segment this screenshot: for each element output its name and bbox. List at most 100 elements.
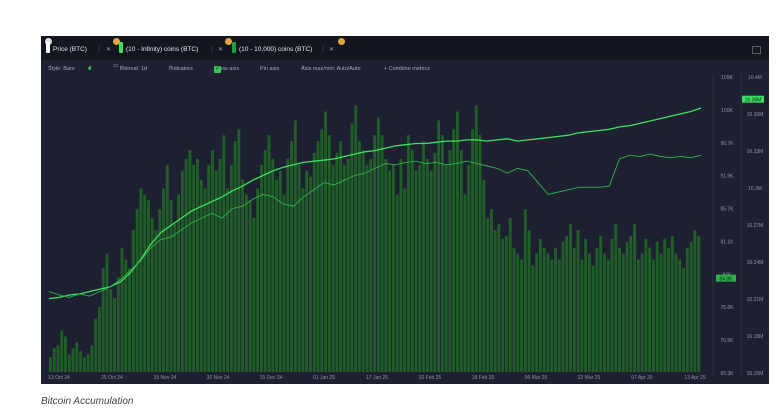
bar	[139, 188, 143, 372]
bar	[158, 209, 162, 372]
bar	[640, 253, 644, 372]
bar	[229, 164, 233, 372]
bar	[501, 238, 505, 372]
infinity-menu-icon[interactable]: ⋮	[209, 47, 215, 53]
x-tick-label: 15 Nov 24	[154, 375, 177, 381]
bar	[459, 150, 463, 372]
bar	[599, 235, 603, 372]
bar	[75, 342, 79, 372]
bar	[520, 259, 523, 372]
bar	[260, 164, 263, 372]
bar	[422, 141, 425, 372]
bar	[82, 357, 86, 372]
bar	[316, 141, 320, 372]
bar	[486, 218, 490, 372]
bar	[685, 247, 689, 372]
bar	[241, 179, 245, 372]
bar	[380, 135, 384, 372]
bar	[286, 158, 290, 372]
bar	[489, 209, 493, 372]
bar	[448, 150, 452, 372]
y-right-tick-label: 16.24M	[747, 260, 764, 266]
bar	[542, 247, 546, 372]
bar	[79, 351, 83, 372]
bar	[410, 150, 414, 372]
bar	[636, 259, 640, 372]
tab-infinity[interactable]: (10 - Infinity) coins (BTC)	[119, 42, 198, 55]
close-ten-thousand-icon[interactable]: ✕	[329, 47, 335, 53]
bar	[64, 336, 67, 372]
bar	[618, 247, 621, 372]
tab-price[interactable]: Price (BTC)	[46, 42, 87, 55]
axis-maxmin-select[interactable]: Axis max/min: Auto/Auto ⌄	[301, 63, 361, 72]
style-select[interactable]: Style: Bars ⌄	[48, 63, 75, 72]
bar	[297, 164, 301, 372]
bar	[282, 194, 286, 372]
right-value-tag-label: 16.38M	[745, 97, 762, 103]
price-swatch	[46, 42, 50, 53]
infinity-badge	[113, 38, 120, 45]
bar	[86, 354, 90, 372]
extra-badge	[338, 38, 345, 45]
bar	[162, 188, 165, 372]
bar	[354, 105, 358, 372]
bar	[561, 241, 565, 372]
bar	[523, 209, 527, 372]
bar	[233, 141, 237, 372]
bar	[275, 179, 278, 372]
bar	[531, 265, 535, 372]
bar	[309, 176, 312, 372]
fullscreen-icon[interactable]	[752, 46, 761, 54]
bar	[263, 150, 267, 372]
bar	[60, 330, 64, 372]
indicators-select[interactable]: Indicators ⌄	[169, 63, 193, 72]
color-select[interactable]: ■ ⌄	[88, 63, 93, 72]
bar	[505, 235, 508, 372]
bar	[670, 235, 674, 372]
y-right-tick-label: 16.27M	[747, 223, 764, 229]
tab-ten-thousand[interactable]: (10 - 10,000) coins (BTC)	[232, 42, 312, 55]
bar	[554, 247, 557, 372]
bar	[256, 188, 260, 372]
bar	[584, 238, 588, 372]
bar	[143, 194, 147, 372]
price-menu-icon[interactable]: ⋮	[96, 47, 102, 53]
x-tick-label: 25 Oct 24	[101, 375, 123, 381]
y-right-tick-label: 16.36M	[747, 112, 764, 118]
price-badge	[45, 38, 52, 45]
bar	[116, 277, 120, 372]
close-price-icon[interactable]: ✕	[106, 47, 112, 53]
bar	[52, 348, 56, 372]
chart-toolbar: Style: Bars ⌄ ■ ⌄ ▭ Interval: 1d ⌄ Indic…	[48, 63, 431, 73]
bar	[335, 152, 339, 372]
bar	[497, 224, 501, 372]
bar	[192, 164, 196, 372]
bar	[135, 209, 139, 372]
ten-thousand-badge	[225, 38, 232, 45]
bar	[305, 170, 309, 372]
bar	[516, 253, 520, 372]
bar	[222, 135, 226, 372]
bar	[94, 318, 98, 372]
bar	[437, 120, 441, 373]
bar	[625, 241, 629, 372]
figure-caption: Bitcoin Accumulation	[41, 396, 134, 407]
bar	[682, 268, 686, 372]
close-infinity-icon[interactable]: ✕	[218, 47, 224, 53]
bar	[373, 135, 376, 372]
bar	[580, 259, 584, 372]
y-left-tick-label: 105K	[721, 75, 733, 81]
interval-select[interactable]: ▭ Interval: 1d ⌄	[113, 63, 147, 72]
bar	[120, 247, 124, 372]
y-left-tick-label: 96.7K	[720, 141, 734, 147]
bar	[693, 229, 697, 372]
bar	[572, 247, 576, 372]
bar	[154, 229, 158, 372]
bar	[365, 164, 369, 372]
x-tick-label: 22 Mar 25	[578, 375, 601, 381]
ten-thousand-menu-icon[interactable]: ⋮	[320, 47, 326, 53]
bar	[146, 200, 150, 372]
bar	[177, 194, 181, 372]
bar	[128, 268, 132, 372]
bar	[659, 253, 663, 372]
